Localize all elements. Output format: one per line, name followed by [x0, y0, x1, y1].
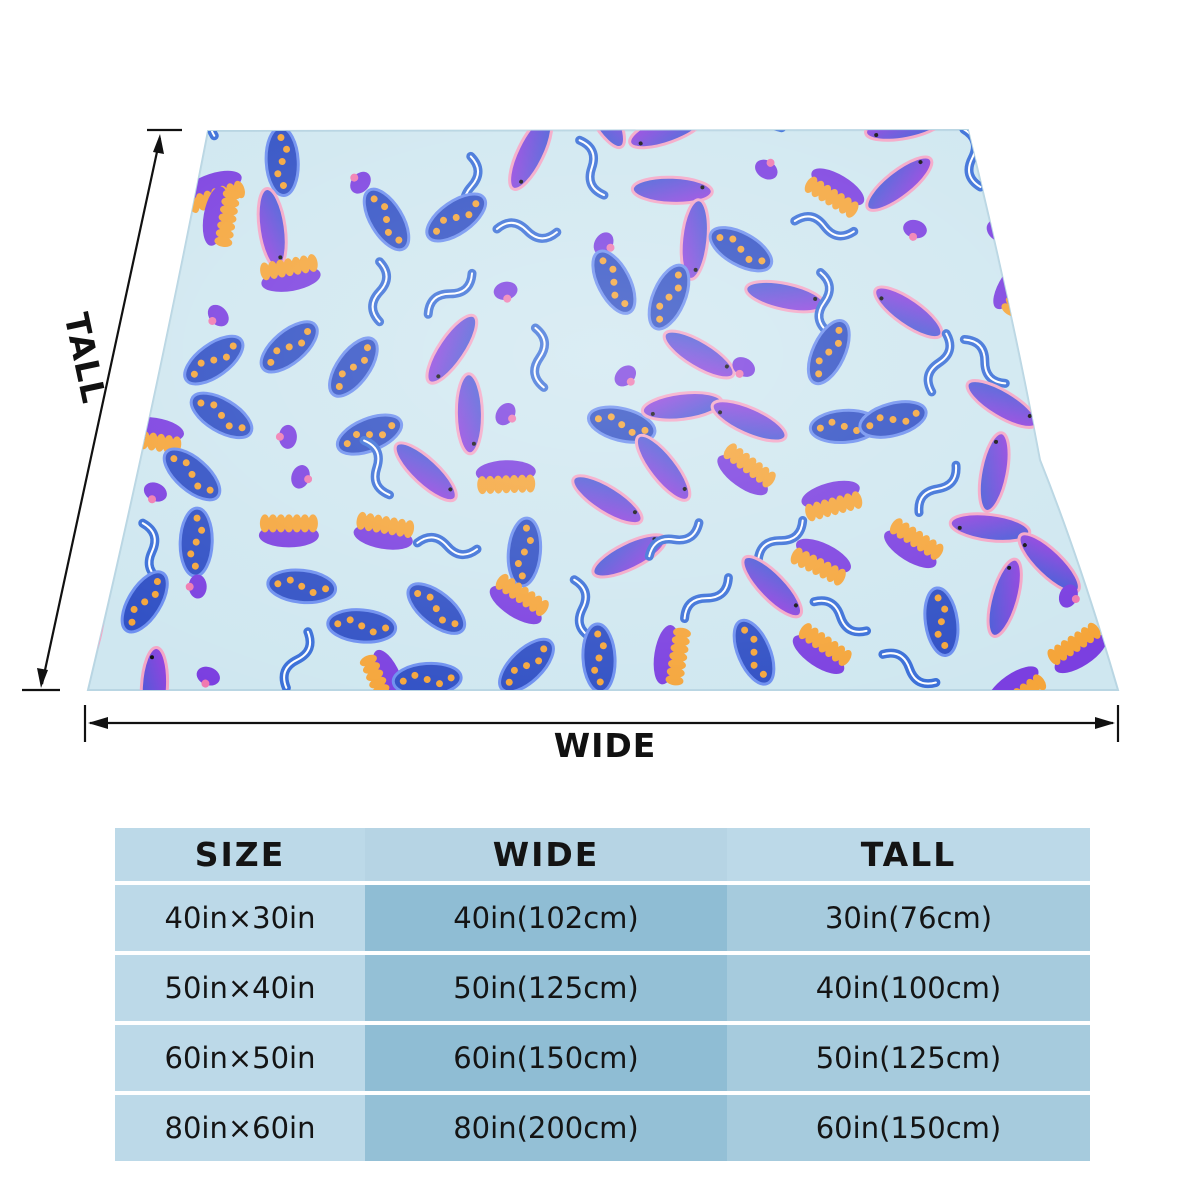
- nudibranch-motif: [120, 94, 151, 124]
- nudibranch-motif: [115, 215, 165, 279]
- nudibranch-motif: [6, 185, 81, 246]
- nudibranch-motif: [818, 88, 849, 118]
- wide-cell: 40in(102cm): [365, 885, 727, 951]
- size-cell: 80in×60in: [115, 1095, 365, 1161]
- nudibranch-motif: [345, 74, 413, 126]
- wide-header: WIDE: [365, 828, 727, 881]
- wide-dimension-label: WIDE: [553, 726, 657, 765]
- nudibranch-motif: [418, 76, 448, 104]
- tall-cell: 50in(125cm): [727, 1025, 1090, 1091]
- wide-dimension-arrow: [83, 705, 1120, 742]
- nudibranch-motif: [1061, 275, 1118, 323]
- nudibranch-motif: [38, 593, 56, 654]
- size-header: SIZE: [115, 828, 365, 881]
- table-row: 80in×60in 80in(200cm) 60in(150cm): [115, 1095, 1090, 1161]
- wide-cell: 50in(125cm): [365, 955, 727, 1021]
- blanket-sheen: [88, 130, 1118, 690]
- tall-cell: 30in(76cm): [727, 885, 1090, 951]
- nudibranch-motif: [88, 130, 93, 142]
- nudibranch-motif: [0, 513, 82, 576]
- nudibranch-motif: [205, 130, 236, 141]
- size-table-header-row: SIZE WIDE TALL: [115, 828, 1090, 881]
- nudibranch-motif: [988, 130, 1014, 141]
- tall-dimension-arrow: [22, 128, 182, 692]
- nudibranch-motif: [27, 446, 58, 477]
- nudibranch-motif: [1058, 415, 1083, 437]
- size-cell: 60in×50in: [115, 1025, 365, 1091]
- nudibranch-motif: [96, 321, 163, 357]
- tall-cell: 40in(100cm): [727, 955, 1090, 1021]
- nudibranch-motif: [262, 79, 342, 106]
- table-row: 50in×40in 50in(125cm) 40in(100cm): [115, 955, 1090, 1021]
- size-cell: 50in×40in: [115, 955, 365, 1021]
- nudibranch-motif: [1052, 212, 1112, 256]
- nudibranch-motif: [1072, 174, 1094, 199]
- table-row: 60in×50in 60in(150cm) 50in(125cm): [115, 1025, 1090, 1091]
- nudibranch-motif: [742, 130, 787, 133]
- nudibranch-motif: [1067, 470, 1092, 492]
- nudibranch-motif: [472, 83, 546, 133]
- blanket: [0, 73, 1120, 691]
- size-table: SIZE WIDE TALL 40in×30in 40in(102cm) 30i…: [115, 824, 1090, 1165]
- tall-cell: 60in(150cm): [727, 1095, 1090, 1161]
- wide-cell: 80in(200cm): [365, 1095, 727, 1161]
- table-row: 40in×30in 40in(102cm) 30in(76cm): [115, 885, 1090, 951]
- tall-header: TALL: [727, 828, 1090, 881]
- wide-cell: 60in(150cm): [365, 1025, 727, 1091]
- nudibranch-motif: [1019, 73, 1094, 124]
- nudibranch-motif: [1072, 325, 1118, 400]
- nudibranch-motif: [18, 138, 56, 198]
- size-cell: 40in×30in: [115, 885, 365, 951]
